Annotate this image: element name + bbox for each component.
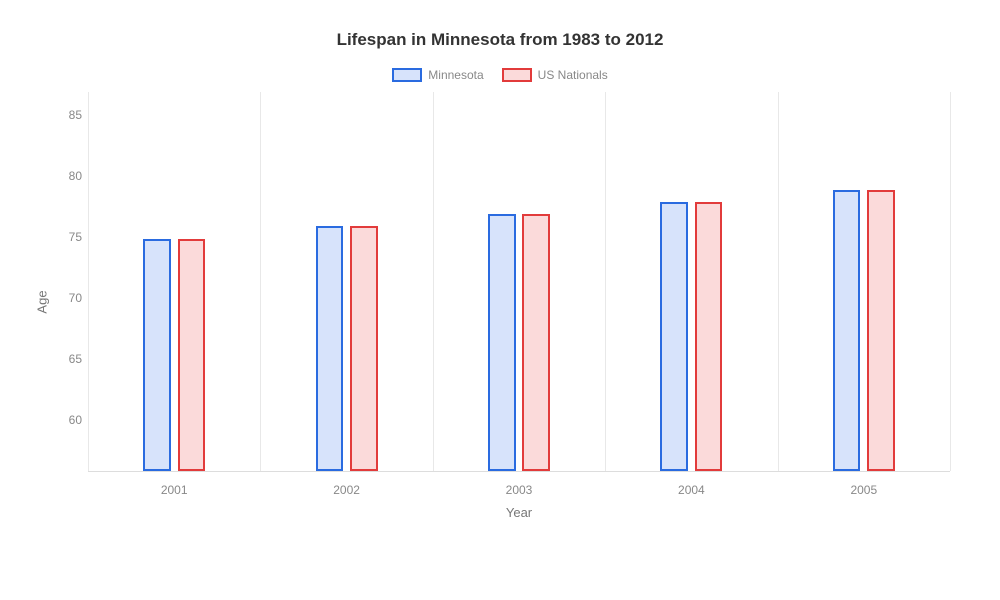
plot-zone: Age 60657075808520012002200320042005 Yea… — [88, 92, 950, 512]
legend-label-minnesota: Minnesota — [428, 68, 483, 82]
x-tick-label: 2001 — [161, 483, 188, 497]
grid-vertical — [778, 92, 779, 471]
y-tick-label: 85 — [52, 108, 82, 122]
grid-vertical — [433, 92, 434, 471]
y-tick-label: 75 — [52, 230, 82, 244]
x-axis-label: Year — [88, 505, 950, 520]
lifespan-chart: Lifespan in Minnesota from 1983 to 2012 … — [0, 0, 1000, 600]
bar-minnesota-2005 — [833, 190, 861, 471]
bar-us-nationals-2004 — [695, 202, 723, 471]
y-tick-label: 80 — [52, 169, 82, 183]
x-tick-label: 2005 — [850, 483, 877, 497]
bar-us-nationals-2002 — [350, 226, 378, 471]
x-tick-label: 2003 — [506, 483, 533, 497]
x-tick-label: 2004 — [678, 483, 705, 497]
legend-label-us-nationals: US Nationals — [538, 68, 608, 82]
x-tick-label: 2002 — [333, 483, 360, 497]
legend-swatch-minnesota — [392, 68, 422, 82]
grid-vertical — [605, 92, 606, 471]
chart-legend: Minnesota US Nationals — [40, 68, 960, 82]
y-tick-label: 70 — [52, 291, 82, 305]
legend-item-us-nationals: US Nationals — [502, 68, 608, 82]
bar-us-nationals-2001 — [178, 239, 206, 471]
grid-vertical — [950, 92, 951, 471]
legend-swatch-us-nationals — [502, 68, 532, 82]
grid-vertical — [88, 92, 89, 471]
y-tick-label: 60 — [52, 413, 82, 427]
bar-minnesota-2002 — [316, 226, 344, 471]
grid-vertical — [260, 92, 261, 471]
bar-minnesota-2003 — [488, 214, 516, 471]
bar-minnesota-2001 — [143, 239, 171, 471]
y-axis-label: Age — [35, 290, 50, 313]
plot-area: 60657075808520012002200320042005 — [88, 92, 950, 472]
bar-us-nationals-2005 — [867, 190, 895, 471]
chart-title: Lifespan in Minnesota from 1983 to 2012 — [40, 30, 960, 50]
bar-us-nationals-2003 — [522, 214, 550, 471]
y-tick-label: 65 — [52, 352, 82, 366]
legend-item-minnesota: Minnesota — [392, 68, 483, 82]
bar-minnesota-2004 — [660, 202, 688, 471]
